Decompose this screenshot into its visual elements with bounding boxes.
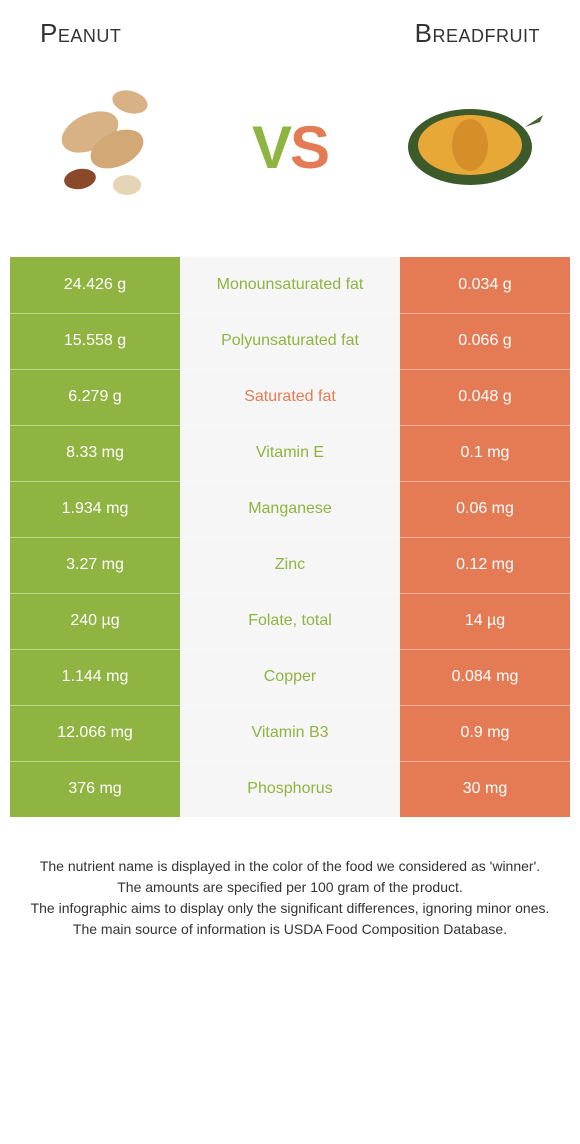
nutrient-row: 6.279 gSaturated fat0.048 g (10, 369, 570, 425)
left-value: 12.066 mg (10, 705, 180, 761)
right-value: 30 mg (400, 761, 570, 817)
right-value: 0.9 mg (400, 705, 570, 761)
left-value: 1.934 mg (10, 481, 180, 537)
left-value: 6.279 g (10, 369, 180, 425)
right-value: 0.12 mg (400, 537, 570, 593)
left-value: 15.558 g (10, 313, 180, 369)
nutrient-label: Saturated fat (180, 369, 400, 425)
nutrient-label: Folate, total (180, 593, 400, 649)
nutrient-label: Vitamin B3 (180, 705, 400, 761)
nutrient-row: 24.426 gMonounsaturated fat0.034 g (10, 257, 570, 313)
nutrient-label: Copper (180, 649, 400, 705)
nutrient-label: Manganese (180, 481, 400, 537)
breadfruit-image (395, 87, 545, 207)
right-value: 0.066 g (400, 313, 570, 369)
images-row: VS (0, 57, 580, 257)
peanut-image (35, 87, 185, 207)
footer-line: The nutrient name is displayed in the co… (30, 856, 550, 877)
nutrient-row: 12.066 mgVitamin B30.9 mg (10, 705, 570, 761)
vs-label: VS (252, 113, 328, 182)
nutrient-label: Phosphorus (180, 761, 400, 817)
footer-line: The amounts are specified per 100 gram o… (30, 877, 550, 898)
nutrient-row: 8.33 mgVitamin E0.1 mg (10, 425, 570, 481)
left-value: 24.426 g (10, 257, 180, 313)
right-value: 0.1 mg (400, 425, 570, 481)
left-value: 1.144 mg (10, 649, 180, 705)
nutrient-row: 240 µgFolate, total14 µg (10, 593, 570, 649)
nutrient-table: 24.426 gMonounsaturated fat0.034 g15.558… (10, 257, 570, 818)
right-value: 0.06 mg (400, 481, 570, 537)
nutrient-label: Zinc (180, 537, 400, 593)
left-food-title: Peanut (40, 18, 121, 49)
left-value: 240 µg (10, 593, 180, 649)
nutrient-row: 376 mgPhosphorus30 mg (10, 761, 570, 817)
nutrient-label: Monounsaturated fat (180, 257, 400, 313)
left-value: 8.33 mg (10, 425, 180, 481)
left-value: 3.27 mg (10, 537, 180, 593)
right-value: 0.048 g (400, 369, 570, 425)
vs-s: S (290, 114, 328, 181)
right-value: 0.084 mg (400, 649, 570, 705)
left-value: 376 mg (10, 761, 180, 817)
nutrient-row: 1.934 mgManganese0.06 mg (10, 481, 570, 537)
right-food-title: Breadfruit (415, 18, 540, 49)
vs-v: V (252, 114, 290, 181)
nutrient-label: Vitamin E (180, 425, 400, 481)
footer-line: The infographic aims to display only the… (30, 898, 550, 919)
nutrient-row: 3.27 mgZinc0.12 mg (10, 537, 570, 593)
nutrient-row: 1.144 mgCopper0.084 mg (10, 649, 570, 705)
nutrient-row: 15.558 gPolyunsaturated fat0.066 g (10, 313, 570, 369)
right-value: 14 µg (400, 593, 570, 649)
nutrient-label: Polyunsaturated fat (180, 313, 400, 369)
right-value: 0.034 g (400, 257, 570, 313)
header: Peanut Breadfruit (0, 0, 580, 57)
footer-line: The main source of information is USDA F… (30, 919, 550, 940)
footer-notes: The nutrient name is displayed in the co… (0, 818, 580, 940)
